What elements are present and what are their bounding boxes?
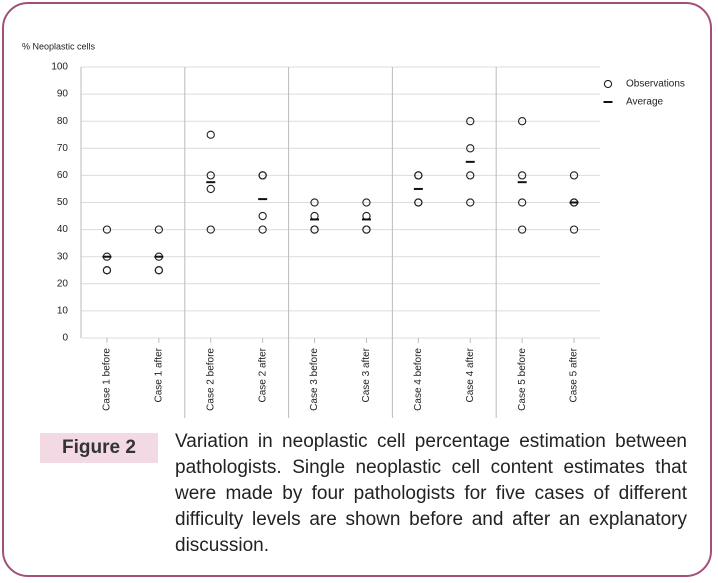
y-tick-label: 20 xyxy=(57,278,69,289)
observation xyxy=(206,184,215,194)
observation xyxy=(518,225,527,234)
figure-label: Figure 2 xyxy=(40,433,158,463)
observation xyxy=(569,171,579,180)
y-tick-label: 10 xyxy=(57,306,69,317)
y-tick-label: 40 xyxy=(57,224,69,235)
y-tick-label: 60 xyxy=(57,170,69,181)
caption: Variation in neoplastic cell percentage … xyxy=(175,431,687,556)
observation xyxy=(466,144,475,153)
observation xyxy=(466,117,475,126)
observation xyxy=(362,198,371,207)
y-tick-label: 80 xyxy=(57,116,69,127)
observation xyxy=(206,171,215,180)
y-tick-label: 30 xyxy=(57,251,69,262)
x-tick-label: Case 5 before xyxy=(517,348,528,411)
observation xyxy=(362,225,371,234)
observation xyxy=(206,130,215,139)
observation xyxy=(569,225,579,234)
x-tick-label: Case 2 after xyxy=(257,347,268,402)
y-tick-label: 70 xyxy=(57,143,69,154)
x-tick-label: Case 4 before xyxy=(413,348,424,411)
observation xyxy=(102,266,112,275)
observation xyxy=(154,266,163,275)
x-tick-label: Case 3 before xyxy=(309,348,320,411)
legend-symbol xyxy=(603,79,613,89)
observation xyxy=(154,225,163,234)
y-tick-label: 0 xyxy=(62,333,68,344)
observation xyxy=(466,198,475,207)
observation xyxy=(310,225,319,234)
x-tick-label: Case 1 before xyxy=(102,348,113,411)
x-tick-label: Case 4 after xyxy=(465,347,476,402)
y-tick-label: 50 xyxy=(57,197,69,208)
y-tick-label: 100 xyxy=(51,62,68,73)
observation xyxy=(518,198,527,207)
observation xyxy=(518,117,527,126)
observation xyxy=(258,211,267,221)
observation xyxy=(518,171,527,180)
observation xyxy=(414,171,423,180)
legend-label: Observations xyxy=(626,79,685,90)
observation xyxy=(258,171,267,180)
x-tick-label: Case 1 after xyxy=(153,347,164,402)
x-tick-label: Case 3 after xyxy=(361,347,372,402)
legend-label: Average xyxy=(626,97,664,108)
y-tick-label: 90 xyxy=(57,89,69,100)
observation xyxy=(258,225,267,234)
x-tick-label: Case 2 before xyxy=(205,348,216,411)
observation xyxy=(102,225,112,234)
observation xyxy=(206,225,215,234)
x-tick-label: Case 5 after xyxy=(569,347,580,402)
observation xyxy=(310,198,319,207)
observation xyxy=(466,171,475,180)
observation xyxy=(414,198,423,207)
frame xyxy=(2,2,712,577)
y-axis-label: % Neoplastic cells xyxy=(22,41,96,51)
